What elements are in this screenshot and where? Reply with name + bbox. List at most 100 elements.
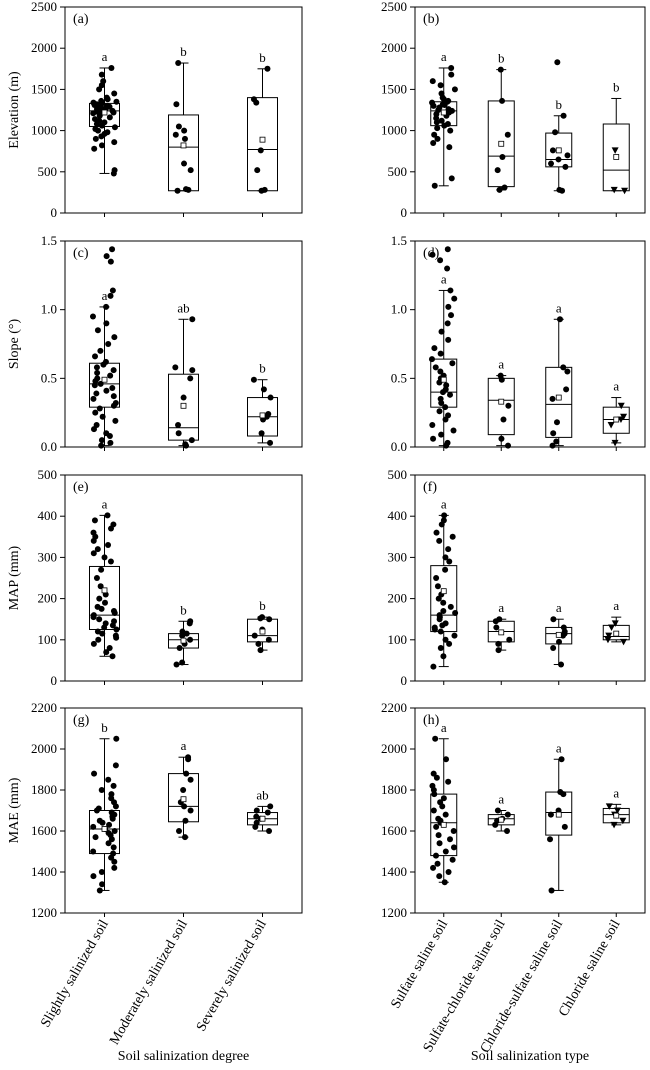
category-label: Slightly salinized soil — [38, 917, 112, 1030]
category-label: Sulfate saline soil — [388, 917, 451, 1011]
data-point — [261, 186, 268, 193]
data-point — [104, 129, 111, 136]
data-point — [107, 372, 114, 379]
significance-letter: b — [259, 50, 266, 65]
data-point — [436, 840, 443, 847]
category-label: Moderately salinized soil — [107, 917, 191, 1047]
data-point — [267, 439, 274, 446]
data-point — [553, 419, 560, 426]
data-point — [257, 647, 264, 654]
data-point — [438, 328, 445, 335]
data-point — [448, 312, 455, 319]
data-point — [549, 147, 556, 154]
data-point — [556, 186, 563, 193]
data-point — [187, 375, 194, 382]
data-point — [499, 97, 506, 104]
data-point — [445, 778, 452, 785]
data-point — [103, 387, 110, 394]
y-tick-label: 500 — [388, 164, 408, 179]
data-point — [96, 616, 103, 623]
data-point — [108, 791, 115, 798]
data-point — [560, 624, 567, 631]
data-point — [442, 620, 449, 627]
data-point — [103, 649, 110, 656]
data-point — [107, 558, 114, 565]
data-point — [430, 435, 437, 442]
data-point — [556, 316, 563, 323]
data-point — [107, 439, 114, 446]
data-point — [173, 661, 180, 668]
data-point — [111, 90, 118, 97]
data-point — [607, 422, 615, 429]
y-tick-label: 400 — [388, 508, 408, 523]
data-point — [175, 123, 182, 130]
data-point — [106, 645, 113, 652]
data-point — [111, 334, 118, 341]
data-point — [431, 624, 438, 631]
data-point — [438, 431, 445, 438]
panel-label: (c) — [73, 246, 89, 261]
significance-letter: a — [441, 271, 447, 286]
box — [168, 373, 199, 441]
y-tick-label: 0 — [51, 205, 58, 220]
data-point — [504, 131, 511, 138]
data-point — [112, 417, 119, 424]
data-point — [100, 78, 107, 85]
significance-letter: b — [613, 79, 620, 94]
data-point — [105, 840, 112, 847]
mean-marker — [555, 394, 562, 401]
data-point — [560, 112, 567, 119]
data-point — [451, 632, 458, 639]
mean-marker — [498, 398, 505, 405]
data-point — [428, 356, 435, 363]
mean-marker — [440, 821, 447, 828]
data-point — [259, 614, 266, 621]
data-point — [91, 517, 98, 524]
mean-marker — [101, 109, 108, 116]
significance-letter: b — [556, 97, 563, 112]
data-point — [429, 99, 436, 106]
data-point — [430, 663, 437, 670]
data-point — [105, 341, 112, 347]
y-tick-label: 1600 — [381, 823, 407, 838]
data-point — [111, 828, 118, 834]
data-point — [496, 186, 503, 193]
data-point — [548, 887, 555, 894]
y-tick-label: 2200 — [31, 700, 57, 715]
data-point — [564, 368, 571, 375]
data-point — [92, 135, 99, 142]
data-point — [442, 811, 449, 818]
data-point — [250, 376, 257, 383]
data-point — [433, 823, 440, 830]
mean-marker — [259, 412, 266, 419]
data-point — [94, 603, 101, 610]
data-point — [101, 119, 108, 126]
data-point — [433, 575, 440, 581]
data-point — [450, 844, 457, 851]
data-point — [438, 90, 445, 97]
mean-marker — [613, 416, 620, 423]
data-point — [560, 364, 567, 371]
data-point — [451, 86, 458, 93]
data-point — [429, 78, 436, 85]
data-point — [189, 367, 196, 374]
box — [545, 366, 573, 438]
data-point — [187, 776, 194, 783]
data-point — [620, 638, 628, 646]
data-point — [108, 64, 115, 71]
data-point — [257, 147, 264, 154]
data-point — [611, 147, 619, 154]
data-point — [440, 517, 447, 524]
mean-marker — [498, 629, 505, 636]
data-point — [90, 823, 97, 830]
data-point — [111, 864, 118, 871]
data-point — [501, 184, 508, 191]
data-point — [187, 618, 194, 625]
data-point — [439, 101, 446, 108]
data-point — [93, 575, 100, 581]
data-point — [111, 139, 118, 146]
box — [430, 565, 458, 633]
data-point — [90, 612, 97, 619]
data-point — [549, 395, 556, 402]
data-point — [550, 645, 557, 652]
